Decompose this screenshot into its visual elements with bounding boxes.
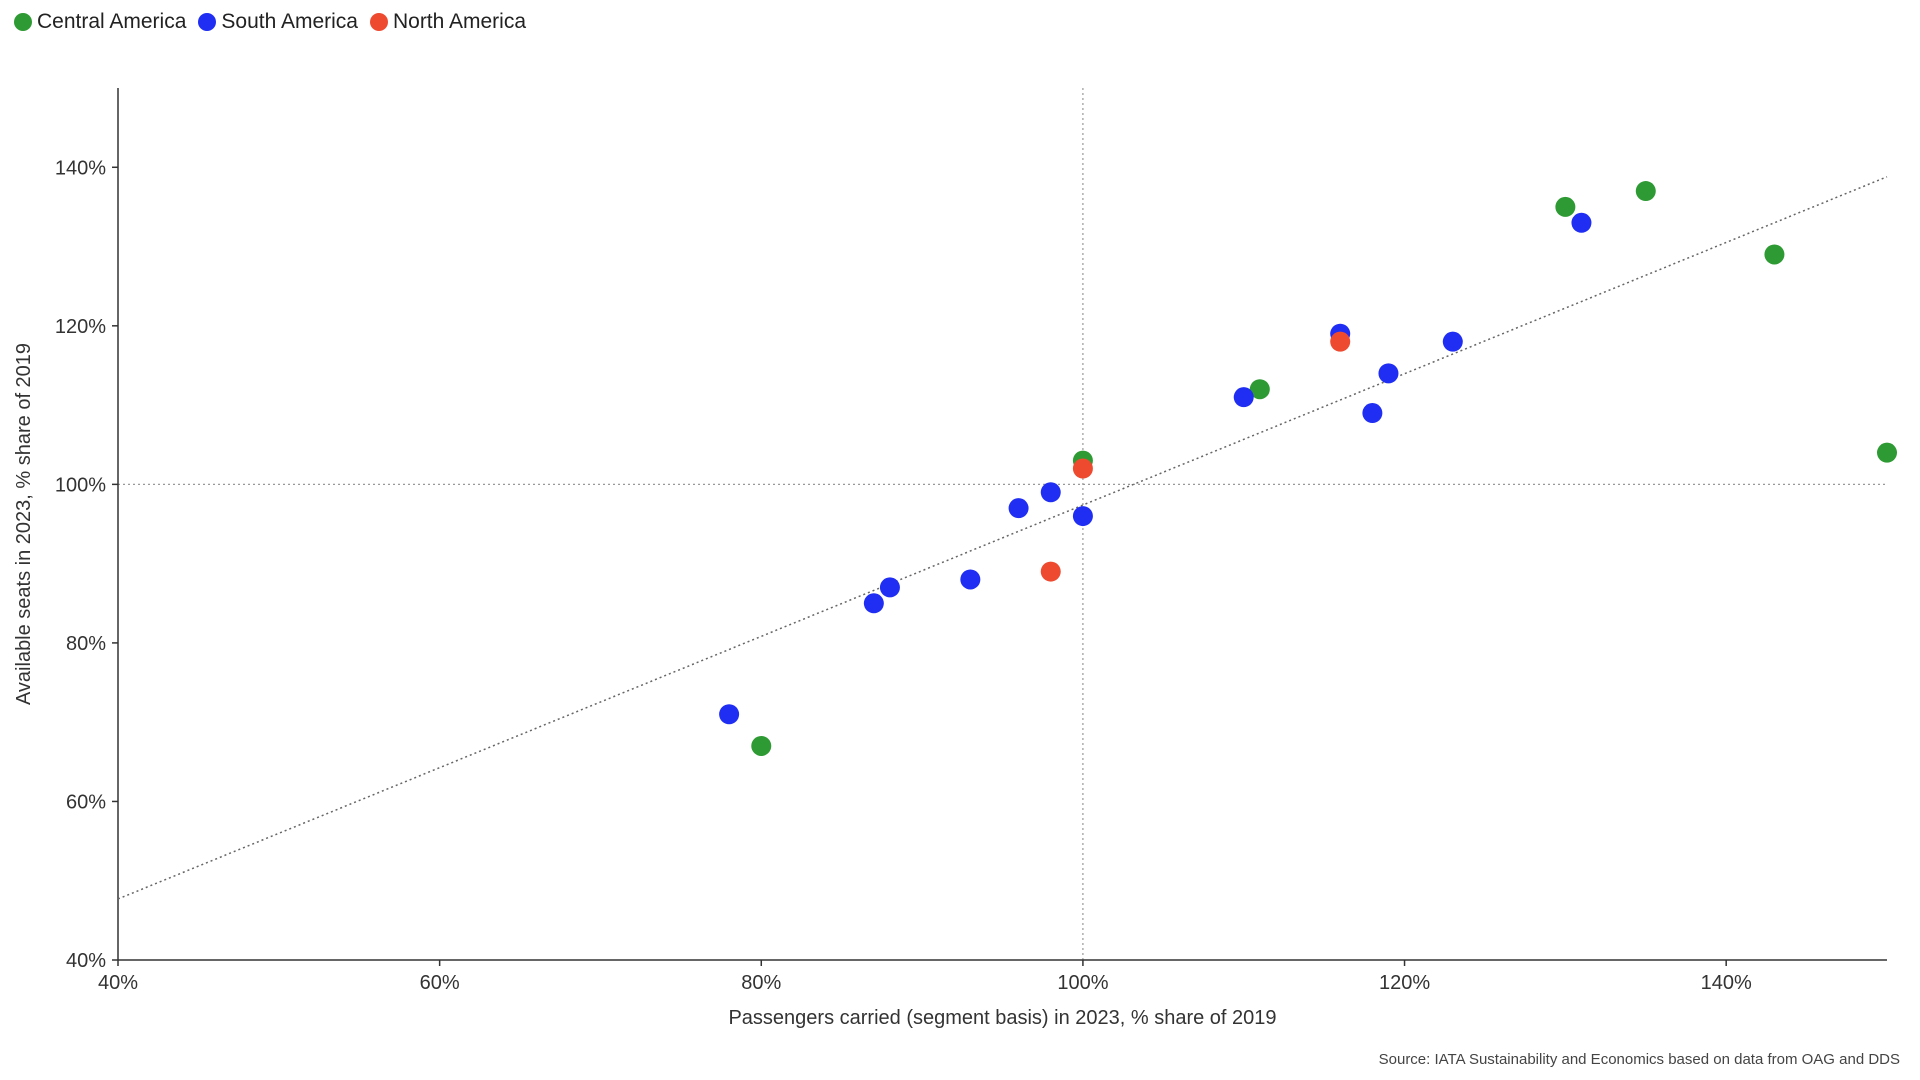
point-north-america	[1040, 561, 1061, 582]
y-axis-title: Available seats in 2023, % share of 2019	[13, 343, 35, 705]
point-central-america	[1555, 196, 1576, 217]
legend-item-central-america: Central America	[14, 10, 186, 34]
legend-label-south-america: South America	[221, 10, 358, 33]
legend-swatch-north-america	[369, 13, 388, 31]
y-tick-label: 100%	[55, 474, 106, 496]
legend-item-south-america: South America	[198, 10, 358, 34]
legend-item-north-america: North America	[369, 10, 527, 34]
x-tick-label: 140%	[1701, 972, 1752, 994]
point-south-america	[1008, 498, 1029, 519]
y-tick-label: 60%	[66, 791, 106, 813]
point-south-america	[863, 593, 884, 614]
point-central-america	[1764, 244, 1785, 265]
point-south-america	[1378, 363, 1399, 384]
y-tick-label: 40%	[66, 950, 106, 972]
x-tick-label: 100%	[1057, 972, 1108, 994]
point-south-america	[1362, 403, 1383, 424]
legend-label-central-america: Central America	[37, 10, 187, 33]
legend-swatch-south-america	[198, 13, 217, 31]
y-tick-label: 120%	[55, 316, 106, 338]
trendline	[117, 176, 1888, 900]
point-central-america	[1249, 379, 1270, 400]
point-central-america	[1877, 442, 1897, 463]
source-note: Source: IATA Sustainability and Economic…	[1378, 1051, 1900, 1068]
point-north-america	[1330, 331, 1351, 352]
axes: 40% 60% 80% 100% 120% 140% 40% 60% 80% 100% 120% 14…	[55, 88, 1887, 994]
point-south-america	[1442, 331, 1463, 352]
x-tick-label: 40%	[98, 972, 138, 994]
legend-label-north-america: North America	[392, 10, 527, 33]
data-points	[719, 181, 1897, 756]
point-south-america	[960, 569, 981, 590]
point-central-america	[1635, 181, 1656, 202]
point-south-america	[1571, 212, 1592, 233]
reference-lines	[118, 88, 1887, 960]
x-tick-label: 60%	[420, 972, 460, 994]
y-tick-label: 80%	[66, 633, 106, 655]
legend-swatch-central-america	[14, 13, 32, 31]
trendline-group	[117, 176, 1888, 900]
point-south-america	[1040, 482, 1061, 503]
y-tick-label: 140%	[55, 157, 106, 179]
x-axis-title: Passengers carried (segment basis) in 20…	[728, 1007, 1276, 1029]
x-tick-label: 120%	[1379, 972, 1430, 994]
point-north-america	[1072, 458, 1093, 479]
point-south-america	[1072, 506, 1093, 527]
x-tick-label: 80%	[741, 972, 781, 994]
point-central-america	[751, 735, 772, 756]
point-south-america	[719, 704, 740, 725]
legend: Central America South America North Amer…	[14, 10, 538, 34]
point-south-america	[1233, 387, 1254, 408]
point-south-america	[879, 577, 900, 598]
